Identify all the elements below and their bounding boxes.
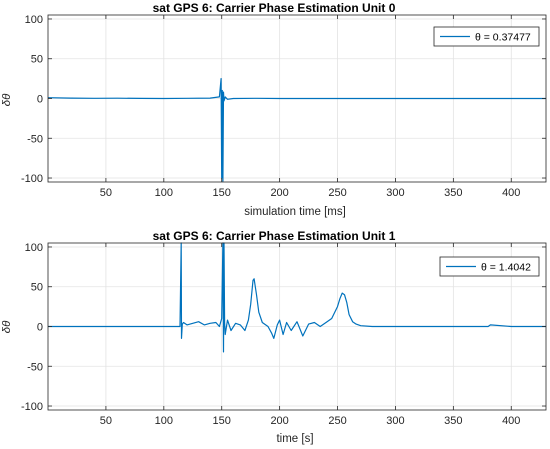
y-tick-label: 50 bbox=[31, 282, 43, 294]
legend: θ = 0.37477 bbox=[433, 26, 540, 47]
y-tick-label: -50 bbox=[27, 361, 43, 373]
y-tick-label: -100 bbox=[21, 401, 43, 413]
y-tick-label: -100 bbox=[21, 173, 43, 185]
x-tick-label: 100 bbox=[155, 415, 173, 427]
chart-title: sat GPS 6: Carrier Phase Estimation Unit… bbox=[153, 229, 396, 243]
y-tick-label: 100 bbox=[25, 242, 43, 254]
legend-box bbox=[439, 256, 540, 277]
x-tick-label: 400 bbox=[502, 187, 520, 199]
legend-label: θ = 0.37477 bbox=[475, 32, 531, 44]
y-tick-label: 0 bbox=[37, 322, 43, 334]
legend: θ = 1.4042 bbox=[439, 256, 540, 277]
x-axis-label: time [s] bbox=[276, 433, 313, 445]
x-tick-label: 250 bbox=[328, 187, 346, 199]
legend-box bbox=[433, 26, 540, 47]
y-tick-label: 100 bbox=[25, 14, 43, 26]
axes-box bbox=[47, 242, 547, 411]
x-tick-label: 350 bbox=[444, 187, 462, 199]
series-line bbox=[48, 242, 546, 353]
y-axis-label: δθ bbox=[1, 320, 13, 333]
x-tick-label: 200 bbox=[270, 187, 288, 199]
tick-labels: 50 100 150 200 250 300 350 400 -100 -50 0 50 100 bbox=[21, 14, 520, 199]
series-lines bbox=[48, 242, 546, 353]
x-axis-label: simulation time [ms] bbox=[244, 206, 346, 218]
x-tick-label: 150 bbox=[213, 187, 231, 199]
chart-panel-unit-1: sat GPS 6: Carrier Phase Estimation Unit… bbox=[1, 229, 547, 445]
x-tick-label: 300 bbox=[386, 415, 404, 427]
series-lines bbox=[47, 77, 546, 182]
legend-label: θ = 1.4042 bbox=[481, 262, 531, 274]
axes-box bbox=[47, 14, 547, 183]
x-tick-label: 300 bbox=[386, 187, 404, 199]
y-axis-label: δθ bbox=[1, 93, 13, 106]
x-tick-label: 400 bbox=[502, 415, 520, 427]
chart-panel-unit-0: sat GPS 6: Carrier Phase Estimation Unit… bbox=[1, 1, 547, 218]
y-tick-label: 0 bbox=[37, 94, 43, 106]
x-tick-label: 50 bbox=[100, 415, 112, 427]
y-tick-label: -50 bbox=[27, 133, 43, 145]
x-tick-label: 350 bbox=[444, 415, 462, 427]
x-tick-label: 200 bbox=[270, 415, 288, 427]
chart-title: sat GPS 6: Carrier Phase Estimation Unit… bbox=[153, 1, 396, 15]
tick-labels: 50 100 150 200 250 300 350 400 -100 -50 0 50 100 bbox=[21, 242, 520, 427]
x-tick-label: 150 bbox=[213, 415, 231, 427]
y-tick-label: 50 bbox=[31, 54, 43, 66]
x-tick-label: 100 bbox=[155, 187, 173, 199]
series-line bbox=[47, 77, 546, 182]
x-tick-label: 50 bbox=[100, 187, 112, 199]
x-tick-label: 250 bbox=[328, 415, 346, 427]
